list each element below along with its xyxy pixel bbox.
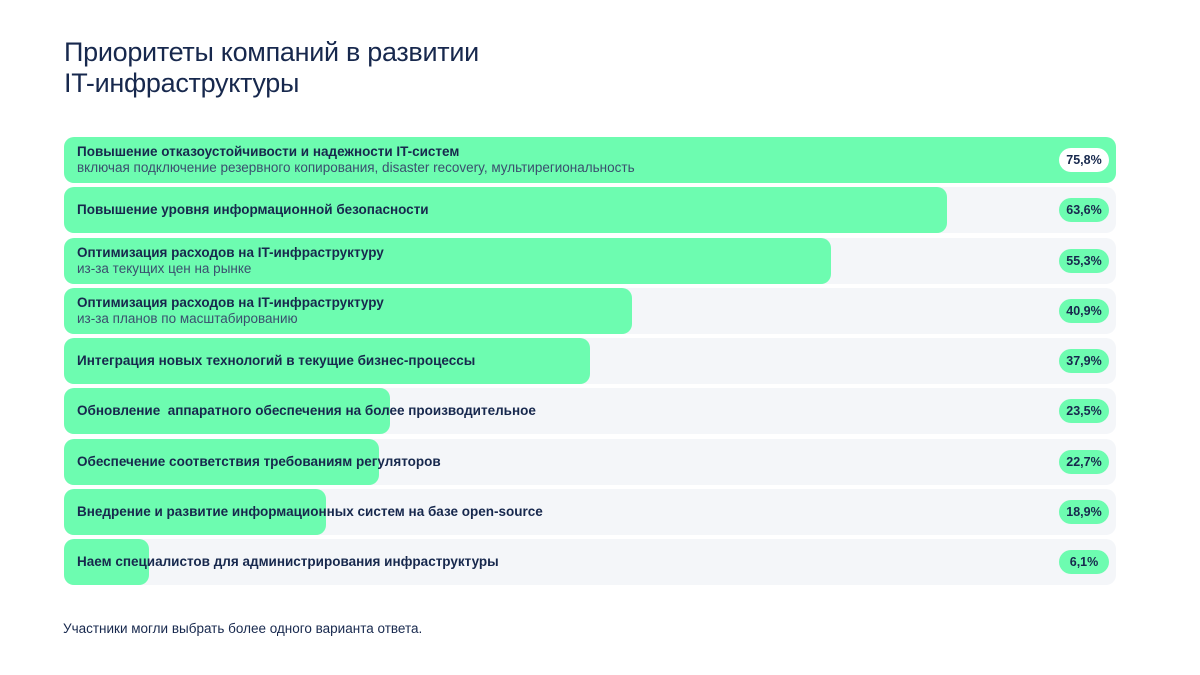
bar-row: Внедрение и развитие информационных сист… bbox=[64, 489, 1116, 536]
value-badge: 63,6% bbox=[1059, 198, 1109, 223]
bar-chart: Повышение отказоустойчивости и надежност… bbox=[64, 137, 1116, 590]
bar bbox=[64, 137, 1116, 183]
category-label: Обеспечение соответствия требованиям рег… bbox=[77, 453, 441, 469]
category-sublabel: из-за текущих цен на рынке bbox=[77, 260, 252, 276]
category-label: Оптимизация расходов на IT-инфраструктур… bbox=[77, 244, 384, 260]
category-sublabel: включая подключение резервного копирован… bbox=[77, 160, 635, 175]
bar-row: Оптимизация расходов на IT-инфраструктур… bbox=[64, 237, 1116, 284]
value-badge: 40,9% bbox=[1059, 298, 1109, 323]
bar-label: Повышение уровня информационной безопасн… bbox=[77, 187, 429, 233]
bar bbox=[64, 338, 590, 385]
bar-row: Обеспечение соответствия требованиям рег… bbox=[64, 438, 1116, 485]
bar bbox=[64, 489, 327, 536]
bar-label: Обеспечение соответствия требованиям рег… bbox=[77, 439, 441, 485]
bar-row: Оптимизация расходов на IT-инфраструктур… bbox=[64, 287, 1116, 334]
category-label: Повышение отказоустойчивости и надежност… bbox=[77, 144, 460, 159]
value-badge: 75,8% bbox=[1059, 148, 1109, 172]
category-label: Наем специалистов для администрирования … bbox=[77, 554, 499, 570]
bar-label: Повышение отказоустойчивости и надежност… bbox=[77, 137, 635, 183]
category-label: Обновление аппаратного обеспечения на бо… bbox=[77, 403, 536, 419]
bar-row: Обновление аппаратного обеспечения на бо… bbox=[64, 388, 1116, 435]
bar-row: Наем специалистов для администрирования … bbox=[64, 539, 1116, 586]
bar-row: Повышение отказоустойчивости и надежност… bbox=[64, 137, 1116, 183]
value-badge: 23,5% bbox=[1059, 399, 1109, 424]
chart-title: Приоритеты компаний в развитии IT-инфрас… bbox=[64, 37, 479, 98]
bar bbox=[64, 237, 832, 284]
bar-label: Оптимизация расходов на IT-инфраструктур… bbox=[77, 238, 384, 284]
bar bbox=[64, 187, 947, 234]
bar-label: Интеграция новых технологий в текущие би… bbox=[77, 338, 475, 384]
category-label: Интеграция новых технологий в текущие би… bbox=[77, 353, 476, 369]
bar bbox=[64, 287, 632, 334]
bar bbox=[64, 388, 391, 435]
category-sublabel: из-за планов по масштабированию bbox=[77, 310, 298, 326]
value-badge: 55,3% bbox=[1059, 248, 1109, 273]
value-badge: 18,9% bbox=[1059, 500, 1109, 525]
category-label: Внедрение и развитие информационных сист… bbox=[77, 504, 543, 520]
bar-row: Интеграция новых технологий в текущие би… bbox=[64, 338, 1116, 385]
bar-label: Обновление аппаратного обеспечения на бо… bbox=[77, 388, 536, 434]
bar-label: Наем специалистов для администрирования … bbox=[77, 539, 499, 585]
bar-label: Оптимизация расходов на IT-инфраструктур… bbox=[77, 288, 384, 334]
bar bbox=[64, 539, 149, 586]
value-badge: 22,7% bbox=[1059, 449, 1109, 474]
bar-label: Внедрение и развитие информационных сист… bbox=[77, 489, 543, 535]
bar-row: Повышение уровня информационной безопасн… bbox=[64, 187, 1116, 234]
category-label: Повышение уровня информационной безопасн… bbox=[77, 202, 429, 218]
value-badge: 6,1% bbox=[1059, 550, 1109, 575]
value-badge: 37,9% bbox=[1059, 349, 1109, 374]
category-label: Оптимизация расходов на IT-инфраструктур… bbox=[77, 294, 384, 310]
bar bbox=[64, 438, 380, 485]
footnote: Участники могли выбрать более одного вар… bbox=[63, 621, 423, 636]
